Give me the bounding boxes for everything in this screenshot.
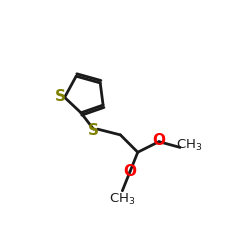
Text: CH$_3$: CH$_3$ [109, 192, 136, 207]
Text: S: S [55, 89, 66, 104]
Text: O: O [152, 133, 166, 148]
Text: CH$_3$: CH$_3$ [176, 138, 203, 153]
Text: S: S [88, 122, 99, 138]
Text: O: O [123, 164, 136, 179]
